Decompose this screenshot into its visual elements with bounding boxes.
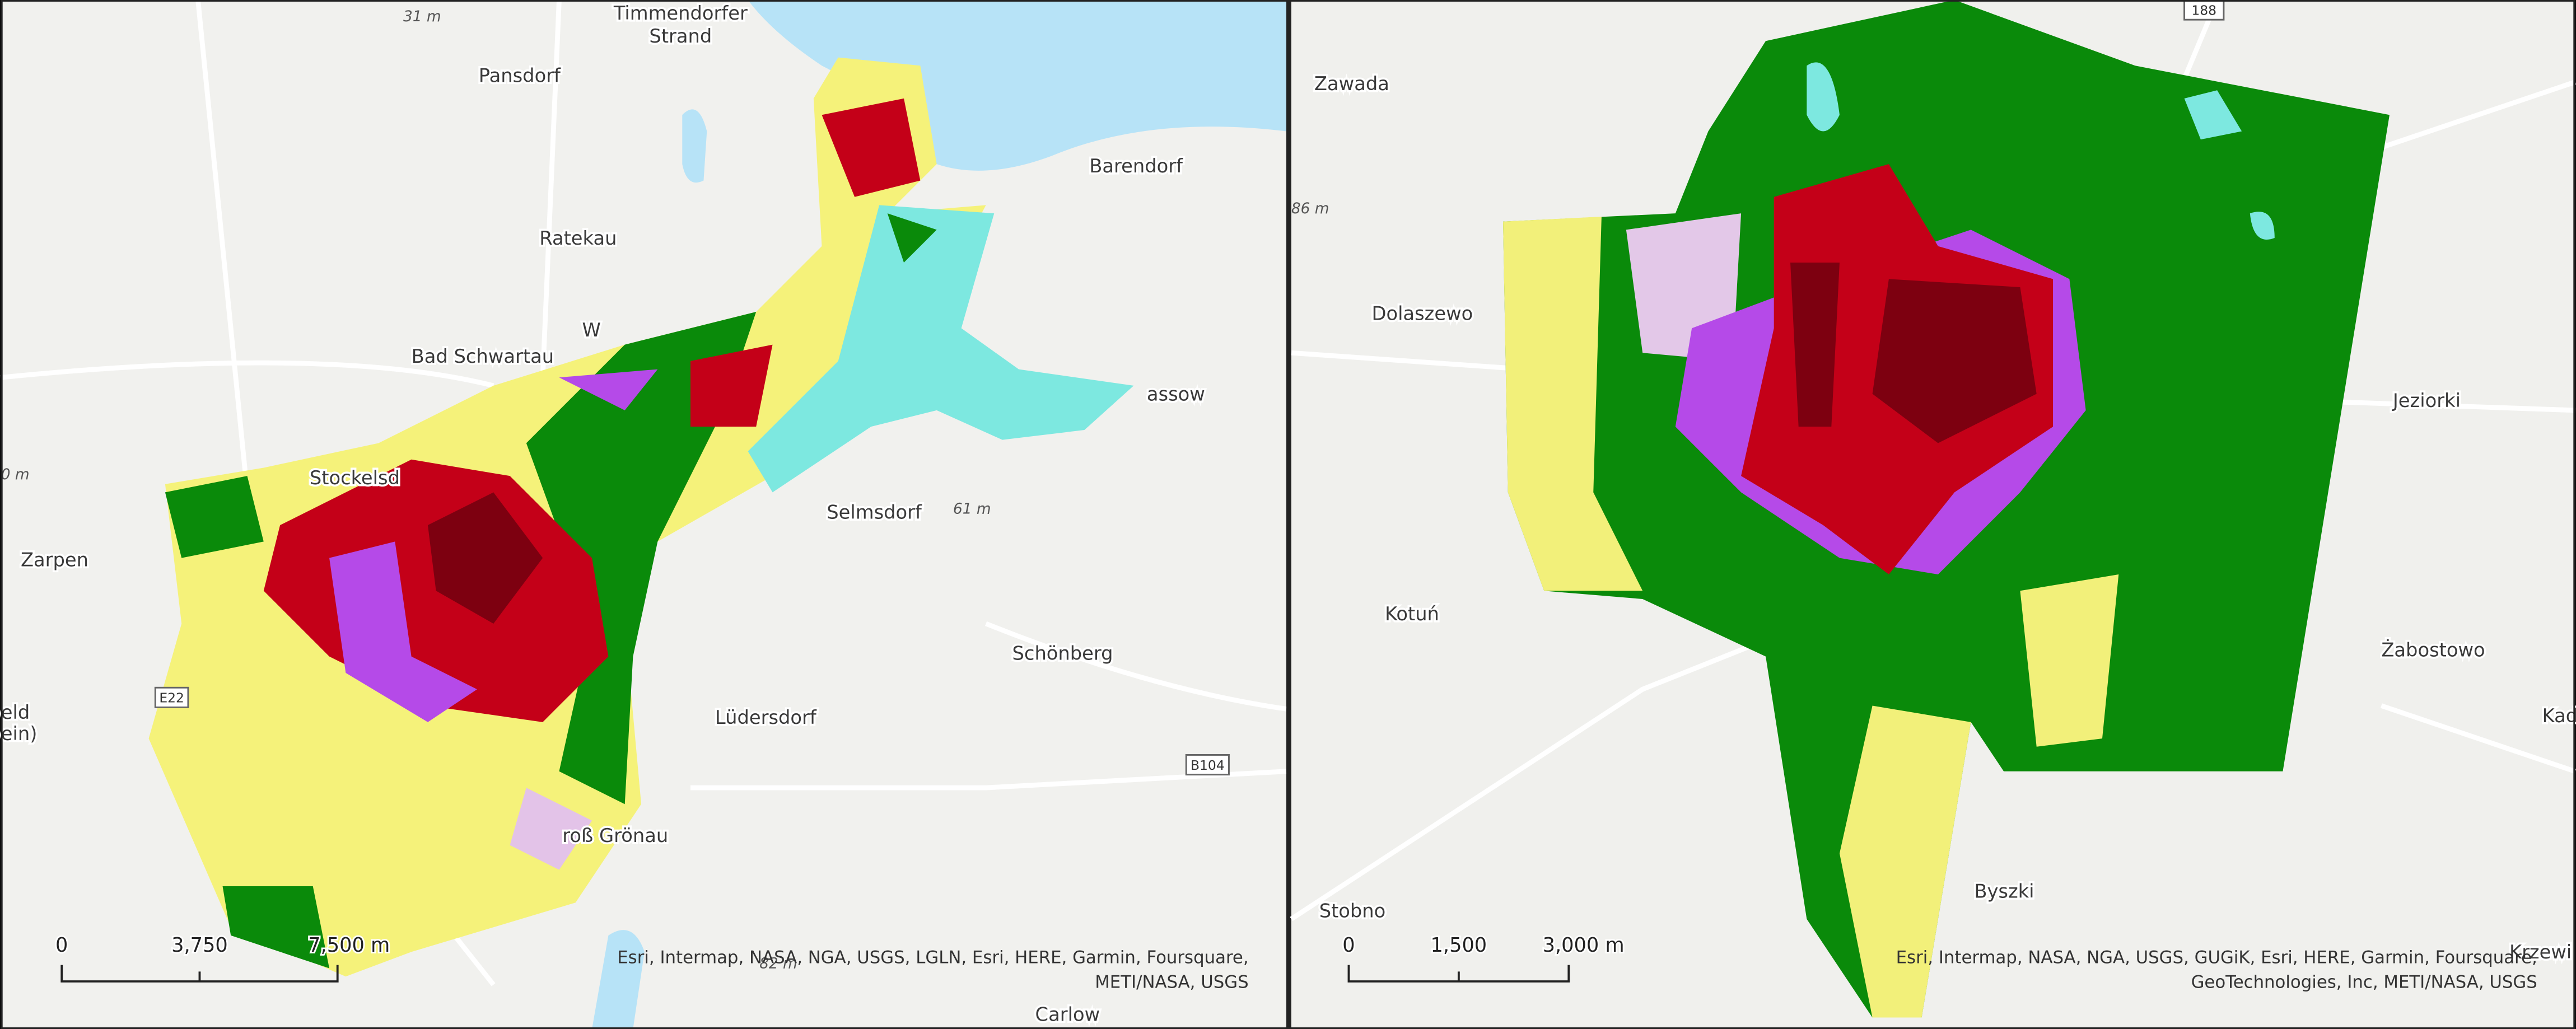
place-label: Żabostowo bbox=[2381, 639, 2485, 661]
place-label: Dolaszewo bbox=[1372, 303, 1473, 325]
place-label: Stockelsd bbox=[310, 467, 400, 489]
road-shield bbox=[1185, 754, 1230, 776]
place-label: Krzewi bbox=[2509, 941, 2572, 963]
place-label: assow bbox=[1147, 383, 1205, 405]
place-label: Bad Schwartau bbox=[412, 345, 554, 367]
place-label: Carlow bbox=[1035, 1003, 1100, 1025]
place-label: Stobno bbox=[1319, 900, 1386, 922]
place-label: Zarpen bbox=[21, 549, 88, 570]
place-label: Kotuń bbox=[1385, 603, 1439, 625]
elevation-label: 82 m bbox=[759, 956, 797, 972]
place-label: Zawada bbox=[1314, 73, 1389, 95]
land-use-residential-low bbox=[1503, 216, 2119, 1018]
land-use-water-bodies bbox=[748, 205, 1134, 493]
road-shield bbox=[2183, 0, 2225, 21]
place-label: Ratekau bbox=[539, 227, 617, 249]
scale-label: 0 bbox=[1342, 934, 1355, 957]
place-label: Byszki bbox=[1974, 880, 2034, 902]
road-shield bbox=[154, 686, 189, 708]
scale-label: 0 bbox=[55, 934, 68, 957]
place-label: roß Grönau bbox=[562, 825, 668, 846]
scale-label: 3,750 bbox=[171, 934, 228, 957]
roads bbox=[1, 0, 1287, 986]
place-labels: Timmendorfer Strand Pansdorf Ratekau Bar… bbox=[0, 1, 1207, 1027]
elevation-label: 31 m bbox=[403, 8, 441, 25]
elevation-label: 86 m bbox=[1291, 200, 1329, 217]
road-label: E22 bbox=[159, 690, 184, 706]
place-label: Kad bbox=[2542, 705, 2576, 727]
scale-label: 7,500 m bbox=[308, 934, 390, 957]
place-labels: Zawada Dolaszewo Jeziorki Kotuń Żabostow… bbox=[1312, 71, 2576, 965]
place-label: ein) bbox=[1, 723, 38, 745]
place-label: eld bbox=[1, 701, 30, 723]
right-map: Zawada Dolaszewo Jeziorki Kotuń Żabostow… bbox=[1290, 0, 2576, 1029]
scale-label: 3,000 m bbox=[1543, 934, 1625, 957]
place-label: Pansdorf bbox=[479, 65, 561, 87]
land-use-urban-core bbox=[263, 98, 921, 722]
land-use-dense-urban bbox=[1790, 263, 2037, 443]
land-use-industrial bbox=[329, 369, 658, 722]
place-label: Lüdersdorf bbox=[715, 707, 817, 728]
land-use-other bbox=[510, 788, 592, 870]
place-label: Timmendorfer bbox=[613, 2, 748, 24]
attribution: METI/NASA, USGS bbox=[1095, 972, 1248, 993]
elevation-label: 0 m bbox=[1, 466, 30, 483]
road-label: 188 bbox=[2191, 2, 2216, 18]
place-label: Barendorf bbox=[1089, 155, 1183, 177]
scale-bar bbox=[1347, 965, 1570, 983]
place-label: Schönberg bbox=[1012, 642, 1113, 664]
land-use-dense-urban bbox=[427, 492, 543, 624]
attribution: GeoTechnologies, Inc, METI/NASA, USGS bbox=[2191, 972, 2537, 993]
road-label: B104 bbox=[1191, 757, 1225, 773]
attribution: Esri, Intermap, NASA, NGA, USGS, GUGiK, … bbox=[1896, 948, 2537, 968]
elevation-label: 61 m bbox=[953, 501, 991, 518]
left-map: Timmendorfer Strand Pansdorf Ratekau Bar… bbox=[0, 0, 1287, 1029]
place-label: Jeziorki bbox=[2392, 390, 2461, 411]
scale-bar bbox=[60, 965, 339, 983]
place-label: Strand bbox=[649, 25, 712, 47]
divider bbox=[1286, 0, 1291, 1029]
place-label: Selmsdorf bbox=[827, 501, 922, 523]
land-use-forest bbox=[165, 213, 937, 969]
sea bbox=[748, 0, 1287, 171]
attribution: Esri, Intermap, NASA, NGA, USGS, LGLN, E… bbox=[617, 948, 1248, 968]
scale-label: 1,500 bbox=[1431, 934, 1487, 957]
place-label: W bbox=[582, 319, 600, 341]
